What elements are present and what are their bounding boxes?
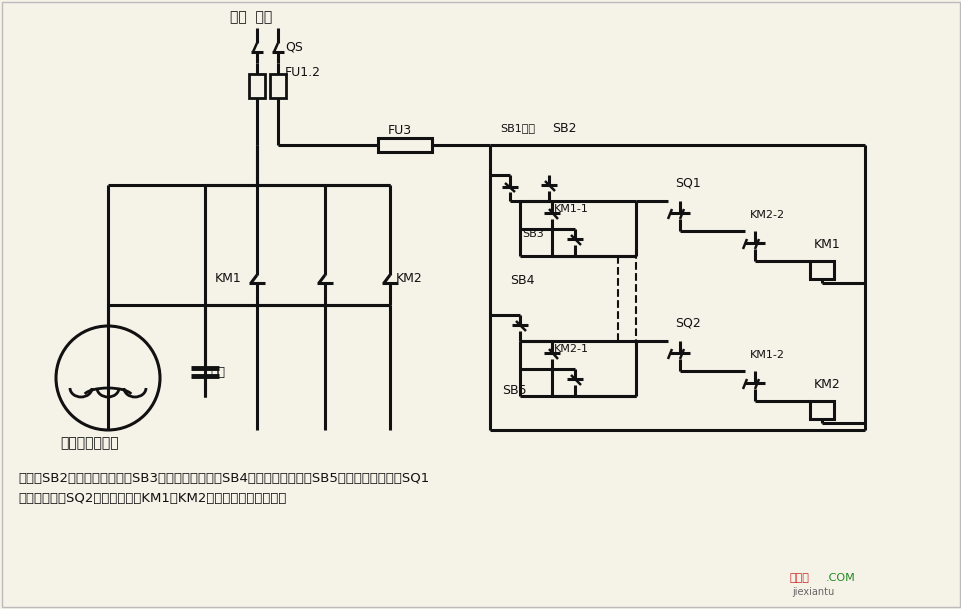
Text: FU1.2: FU1.2: [284, 66, 321, 79]
Text: KM2: KM2: [396, 272, 422, 286]
Text: KM1-1: KM1-1: [554, 204, 588, 214]
Text: SB3: SB3: [522, 229, 543, 239]
Text: SQ2: SQ2: [675, 317, 700, 329]
Text: KM2: KM2: [813, 379, 840, 392]
Bar: [270, 74, 285, 98]
Text: FU3: FU3: [387, 124, 411, 138]
Text: KM2-2: KM2-2: [750, 210, 784, 220]
Text: QS: QS: [284, 41, 303, 54]
Text: jiexiantu: jiexiantu: [791, 587, 833, 597]
Text: 火线  零线: 火线 零线: [230, 10, 272, 24]
Bar: [809, 261, 833, 279]
Bar: [249, 74, 264, 98]
Text: 单相电容电动机: 单相电容电动机: [60, 436, 118, 450]
Text: 电容: 电容: [209, 365, 225, 379]
Text: KM1: KM1: [214, 272, 241, 286]
Text: SB2: SB2: [552, 122, 576, 135]
Text: KM2-1: KM2-1: [554, 344, 588, 354]
Bar: [378, 138, 431, 152]
Text: KM1: KM1: [813, 239, 840, 252]
Text: SB5: SB5: [502, 384, 526, 398]
Text: SQ1: SQ1: [675, 177, 700, 189]
Text: KM1-2: KM1-2: [750, 350, 784, 360]
Text: 说明：SB2为上升启动按钮，SB3为上升点动按钮，SB4为下降启动按钮，SB5为下降点动按钮；SQ1: 说明：SB2为上升启动按钮，SB3为上升点动按钮，SB4为下降启动按钮，SB5为…: [18, 471, 429, 485]
Text: SB4: SB4: [509, 273, 534, 286]
Text: SB1停止: SB1停止: [500, 123, 534, 133]
Text: 为最高限位，SQ2为最低限位。KM1、KM2可用中间继电器代替。: 为最高限位，SQ2为最低限位。KM1、KM2可用中间继电器代替。: [18, 491, 286, 504]
Text: 接线图: 接线图: [789, 573, 809, 583]
Text: .COM: .COM: [825, 573, 855, 583]
Bar: [809, 401, 833, 419]
